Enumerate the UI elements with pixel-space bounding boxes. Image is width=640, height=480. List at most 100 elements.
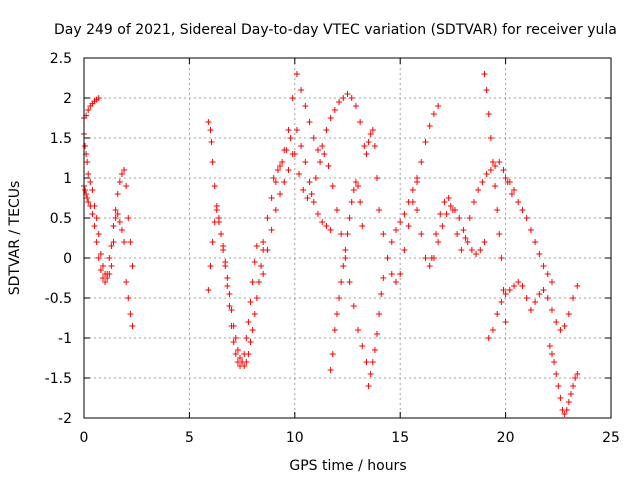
data-point: [302, 103, 309, 109]
data-point: [506, 179, 513, 185]
data-point: [325, 163, 332, 169]
data-point: [454, 231, 461, 237]
data-point: [540, 263, 547, 269]
data-point: [502, 291, 509, 297]
data-point: [99, 275, 106, 281]
data-point: [468, 247, 475, 253]
data-point: [82, 143, 89, 149]
data-point: [304, 195, 311, 201]
data-point: [365, 383, 372, 389]
data-point: [114, 211, 121, 217]
data-point: [473, 251, 480, 257]
data-point: [557, 395, 564, 401]
data-point: [211, 183, 218, 189]
plot-frame: [83, 57, 612, 419]
y-tick-label: 2: [63, 91, 72, 107]
data-point: [104, 271, 111, 277]
data-point: [570, 295, 577, 301]
data-point: [249, 327, 256, 333]
x-tick-label: 25: [602, 430, 620, 446]
data-point: [321, 151, 328, 157]
axis-ticks: [83, 57, 612, 419]
data-point: [298, 143, 305, 149]
data-point: [355, 327, 362, 333]
data-point: [456, 215, 463, 221]
data-point: [97, 251, 104, 257]
data-point: [426, 123, 433, 129]
data-point: [492, 163, 499, 169]
data-point: [323, 223, 330, 229]
data-point: [376, 207, 383, 213]
data-point: [430, 111, 437, 117]
data-point: [253, 243, 260, 249]
data-point: [211, 219, 218, 225]
data-point: [378, 291, 385, 297]
data-point: [323, 127, 330, 133]
data-point: [352, 103, 359, 109]
data-point: [125, 295, 132, 301]
data-point: [95, 231, 102, 237]
data-point: [331, 327, 338, 333]
data-point: [226, 291, 233, 297]
data-point: [489, 159, 496, 165]
data-point: [333, 207, 340, 213]
data-point: [289, 95, 296, 101]
data-point: [93, 239, 100, 245]
x-tick-label: 20: [497, 430, 515, 446]
data-point: [445, 195, 452, 201]
data-point: [312, 175, 319, 181]
data-point: [536, 251, 543, 257]
data-point: [443, 211, 450, 217]
data-point: [409, 187, 416, 193]
data-point: [348, 199, 355, 205]
data-point: [523, 215, 530, 221]
data-point: [561, 411, 568, 417]
data-point: [369, 359, 376, 365]
data-point: [449, 207, 456, 213]
data-point: [84, 195, 91, 201]
data-point: [226, 303, 233, 309]
data-point: [224, 283, 231, 289]
data-point: [388, 271, 395, 277]
x-tick-label: 0: [80, 430, 89, 446]
data-point: [308, 191, 315, 197]
data-point: [553, 319, 560, 325]
data-point: [293, 127, 300, 133]
data-point: [285, 127, 292, 133]
y-tick-label: 2.5: [50, 51, 72, 67]
data-point: [102, 279, 109, 285]
x-tick-label: 15: [391, 430, 409, 446]
data-point: [447, 203, 454, 209]
data-point: [251, 311, 258, 317]
data-point: [112, 207, 119, 213]
data-point: [388, 239, 395, 245]
data-point: [508, 191, 515, 197]
data-point: [519, 207, 526, 213]
data-point: [255, 279, 262, 285]
data-point: [209, 239, 216, 245]
data-point: [314, 211, 321, 217]
data-point: [224, 275, 231, 281]
data-point: [277, 163, 284, 169]
data-point: [209, 159, 216, 165]
data-point: [487, 167, 494, 173]
data-point: [489, 327, 496, 333]
data-point: [329, 183, 336, 189]
data-point: [327, 115, 334, 121]
data-point: [523, 295, 530, 301]
data-point: [108, 263, 115, 269]
data-point: [123, 183, 130, 189]
data-point: [481, 239, 488, 245]
data-point: [127, 311, 134, 317]
y-tick-label: 0.5: [50, 211, 72, 227]
data-point: [363, 151, 370, 157]
data-point: [374, 175, 381, 181]
data-point: [291, 151, 298, 157]
data-point: [544, 295, 551, 301]
data-point: [466, 215, 473, 221]
data-point: [548, 351, 555, 357]
data-point: [277, 191, 284, 197]
data-point: [494, 207, 501, 213]
data-point: [260, 239, 267, 245]
